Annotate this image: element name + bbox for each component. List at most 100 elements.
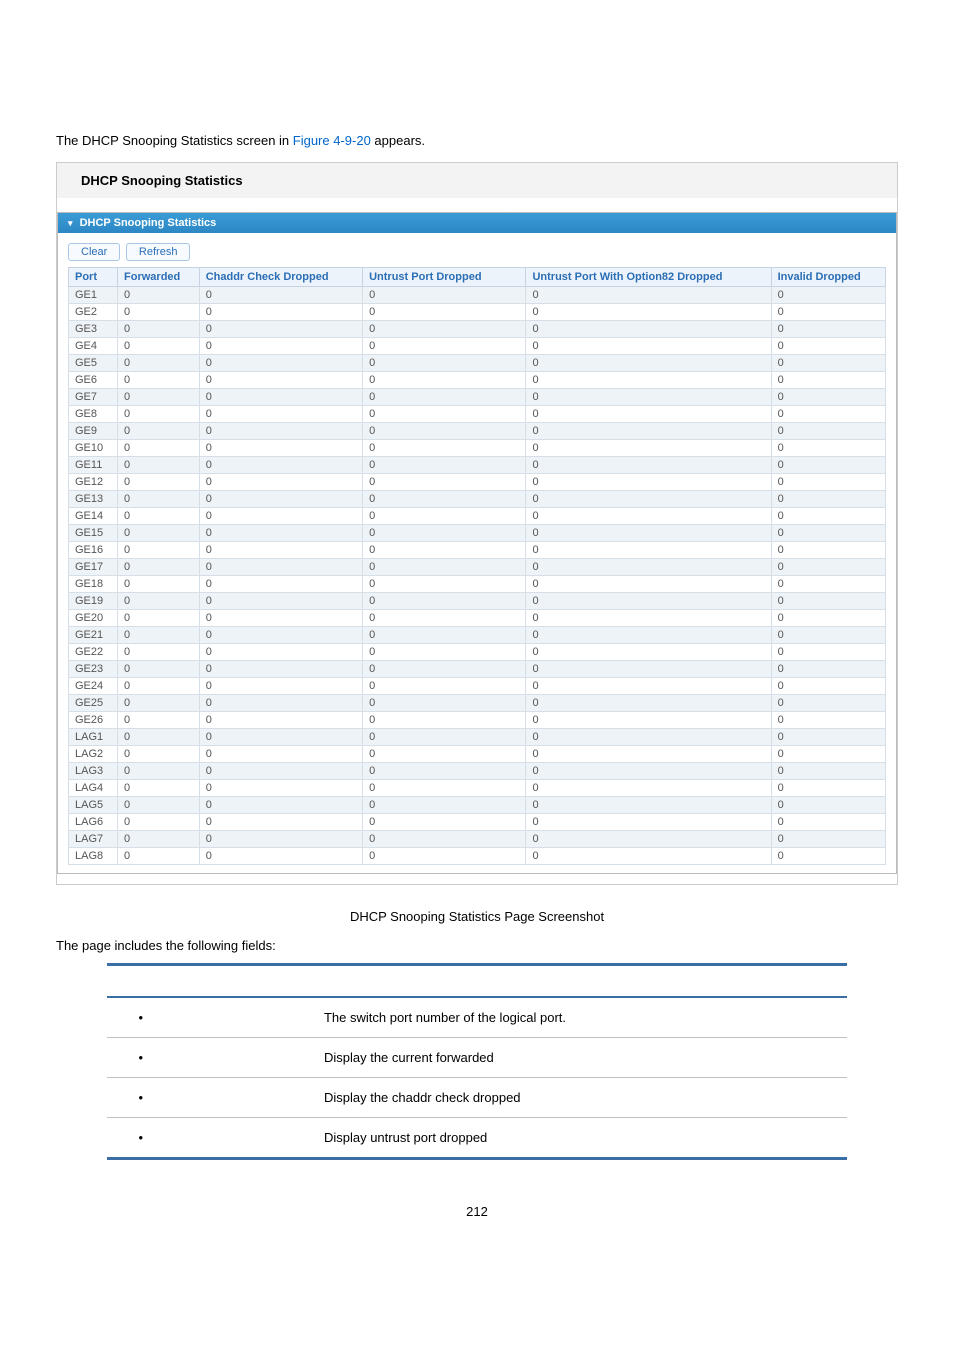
cell-chaddr: 0 <box>199 372 362 389</box>
cell-untrust: 0 <box>363 593 526 610</box>
cell-chaddr: 0 <box>199 610 362 627</box>
cell-untrust: 0 <box>363 712 526 729</box>
cell-invalid: 0 <box>771 304 885 321</box>
cell-untrust: 0 <box>363 406 526 423</box>
cell-chaddr: 0 <box>199 661 362 678</box>
cell-forwarded: 0 <box>118 525 200 542</box>
table-row: LAG500000 <box>69 797 886 814</box>
cell-invalid: 0 <box>771 576 885 593</box>
cell-port: GE7 <box>69 389 118 406</box>
cell-untrust: 0 <box>363 321 526 338</box>
cell-untrust: 0 <box>363 423 526 440</box>
cell-invalid: 0 <box>771 287 885 304</box>
table-row: GE800000 <box>69 406 886 423</box>
page-number: 212 <box>56 1204 898 1219</box>
cell-forwarded: 0 <box>118 831 200 848</box>
cell-invalid: 0 <box>771 831 885 848</box>
table-row: GE2200000 <box>69 644 886 661</box>
cell-port: GE25 <box>69 695 118 712</box>
cell-untrust: 0 <box>363 797 526 814</box>
cell-forwarded: 0 <box>118 372 200 389</box>
cell-forwarded: 0 <box>118 474 200 491</box>
cell-forwarded: 0 <box>118 491 200 508</box>
cell-chaddr: 0 <box>199 440 362 457</box>
cell-chaddr: 0 <box>199 814 362 831</box>
cell-invalid: 0 <box>771 610 885 627</box>
cell-chaddr: 0 <box>199 746 362 763</box>
cell-untrust82: 0 <box>526 287 771 304</box>
table-row: GE1900000 <box>69 593 886 610</box>
cell-port: GE9 <box>69 423 118 440</box>
col-untrust: Untrust Port Dropped <box>363 268 526 287</box>
table-row: LAG700000 <box>69 831 886 848</box>
table-row: GE2500000 <box>69 695 886 712</box>
cell-chaddr: 0 <box>199 423 362 440</box>
cell-invalid: 0 <box>771 355 885 372</box>
cell-invalid: 0 <box>771 440 885 457</box>
table-row: GE2600000 <box>69 712 886 729</box>
cell-forwarded: 0 <box>118 406 200 423</box>
cell-forwarded: 0 <box>118 287 200 304</box>
cell-forwarded: 0 <box>118 389 200 406</box>
cell-port: GE23 <box>69 661 118 678</box>
cell-untrust: 0 <box>363 746 526 763</box>
cell-invalid: 0 <box>771 474 885 491</box>
cell-chaddr: 0 <box>199 695 362 712</box>
refresh-button[interactable]: Refresh <box>126 243 191 261</box>
cell-chaddr: 0 <box>199 355 362 372</box>
cell-untrust82: 0 <box>526 304 771 321</box>
cell-untrust: 0 <box>363 440 526 457</box>
cell-forwarded: 0 <box>118 814 200 831</box>
table-row: GE500000 <box>69 355 886 372</box>
cell-untrust: 0 <box>363 525 526 542</box>
cell-chaddr: 0 <box>199 406 362 423</box>
cell-forwarded: 0 <box>118 695 200 712</box>
cell-invalid: 0 <box>771 644 885 661</box>
col-port: Port <box>69 268 118 287</box>
cell-untrust82: 0 <box>526 678 771 695</box>
cell-untrust82: 0 <box>526 797 771 814</box>
table-row: GE1600000 <box>69 542 886 559</box>
cell-forwarded: 0 <box>118 797 200 814</box>
col-forwarded: Forwarded <box>118 268 200 287</box>
table-row: LAG200000 <box>69 746 886 763</box>
cell-forwarded: 0 <box>118 321 200 338</box>
cell-chaddr: 0 <box>199 627 362 644</box>
cell-chaddr: 0 <box>199 304 362 321</box>
cell-untrust82: 0 <box>526 389 771 406</box>
figure-caption: DHCP Snooping Statistics Page Screenshot <box>56 909 898 924</box>
cell-invalid: 0 <box>771 712 885 729</box>
cell-untrust82: 0 <box>526 780 771 797</box>
cell-invalid: 0 <box>771 729 885 746</box>
table-row: LAG300000 <box>69 763 886 780</box>
figure-reference-link[interactable]: Figure 4-9-20 <box>293 133 371 148</box>
cell-port: GE8 <box>69 406 118 423</box>
cell-untrust82: 0 <box>526 763 771 780</box>
cell-untrust82: 0 <box>526 831 771 848</box>
cell-untrust82: 0 <box>526 593 771 610</box>
cell-invalid: 0 <box>771 848 885 865</box>
cell-untrust82: 0 <box>526 610 771 627</box>
table-row: GE300000 <box>69 321 886 338</box>
cell-invalid: 0 <box>771 491 885 508</box>
cell-untrust82: 0 <box>526 457 771 474</box>
cell-port: GE22 <box>69 644 118 661</box>
cell-chaddr: 0 <box>199 729 362 746</box>
cell-invalid: 0 <box>771 763 885 780</box>
section-header[interactable]: DHCP Snooping Statistics <box>57 212 897 233</box>
col-chaddr: Chaddr Check Dropped <box>199 268 362 287</box>
cell-forwarded: 0 <box>118 848 200 865</box>
field-row: Display the chaddr check dropped <box>107 1077 848 1117</box>
cell-port: GE5 <box>69 355 118 372</box>
button-bar: Clear Refresh <box>68 243 886 261</box>
cell-port: GE13 <box>69 491 118 508</box>
cell-forwarded: 0 <box>118 661 200 678</box>
table-row: GE2000000 <box>69 610 886 627</box>
field-name <box>107 1077 314 1117</box>
field-name <box>107 997 314 1038</box>
clear-button[interactable]: Clear <box>68 243 120 261</box>
cell-port: GE26 <box>69 712 118 729</box>
cell-untrust82: 0 <box>526 474 771 491</box>
cell-chaddr: 0 <box>199 389 362 406</box>
cell-untrust: 0 <box>363 644 526 661</box>
